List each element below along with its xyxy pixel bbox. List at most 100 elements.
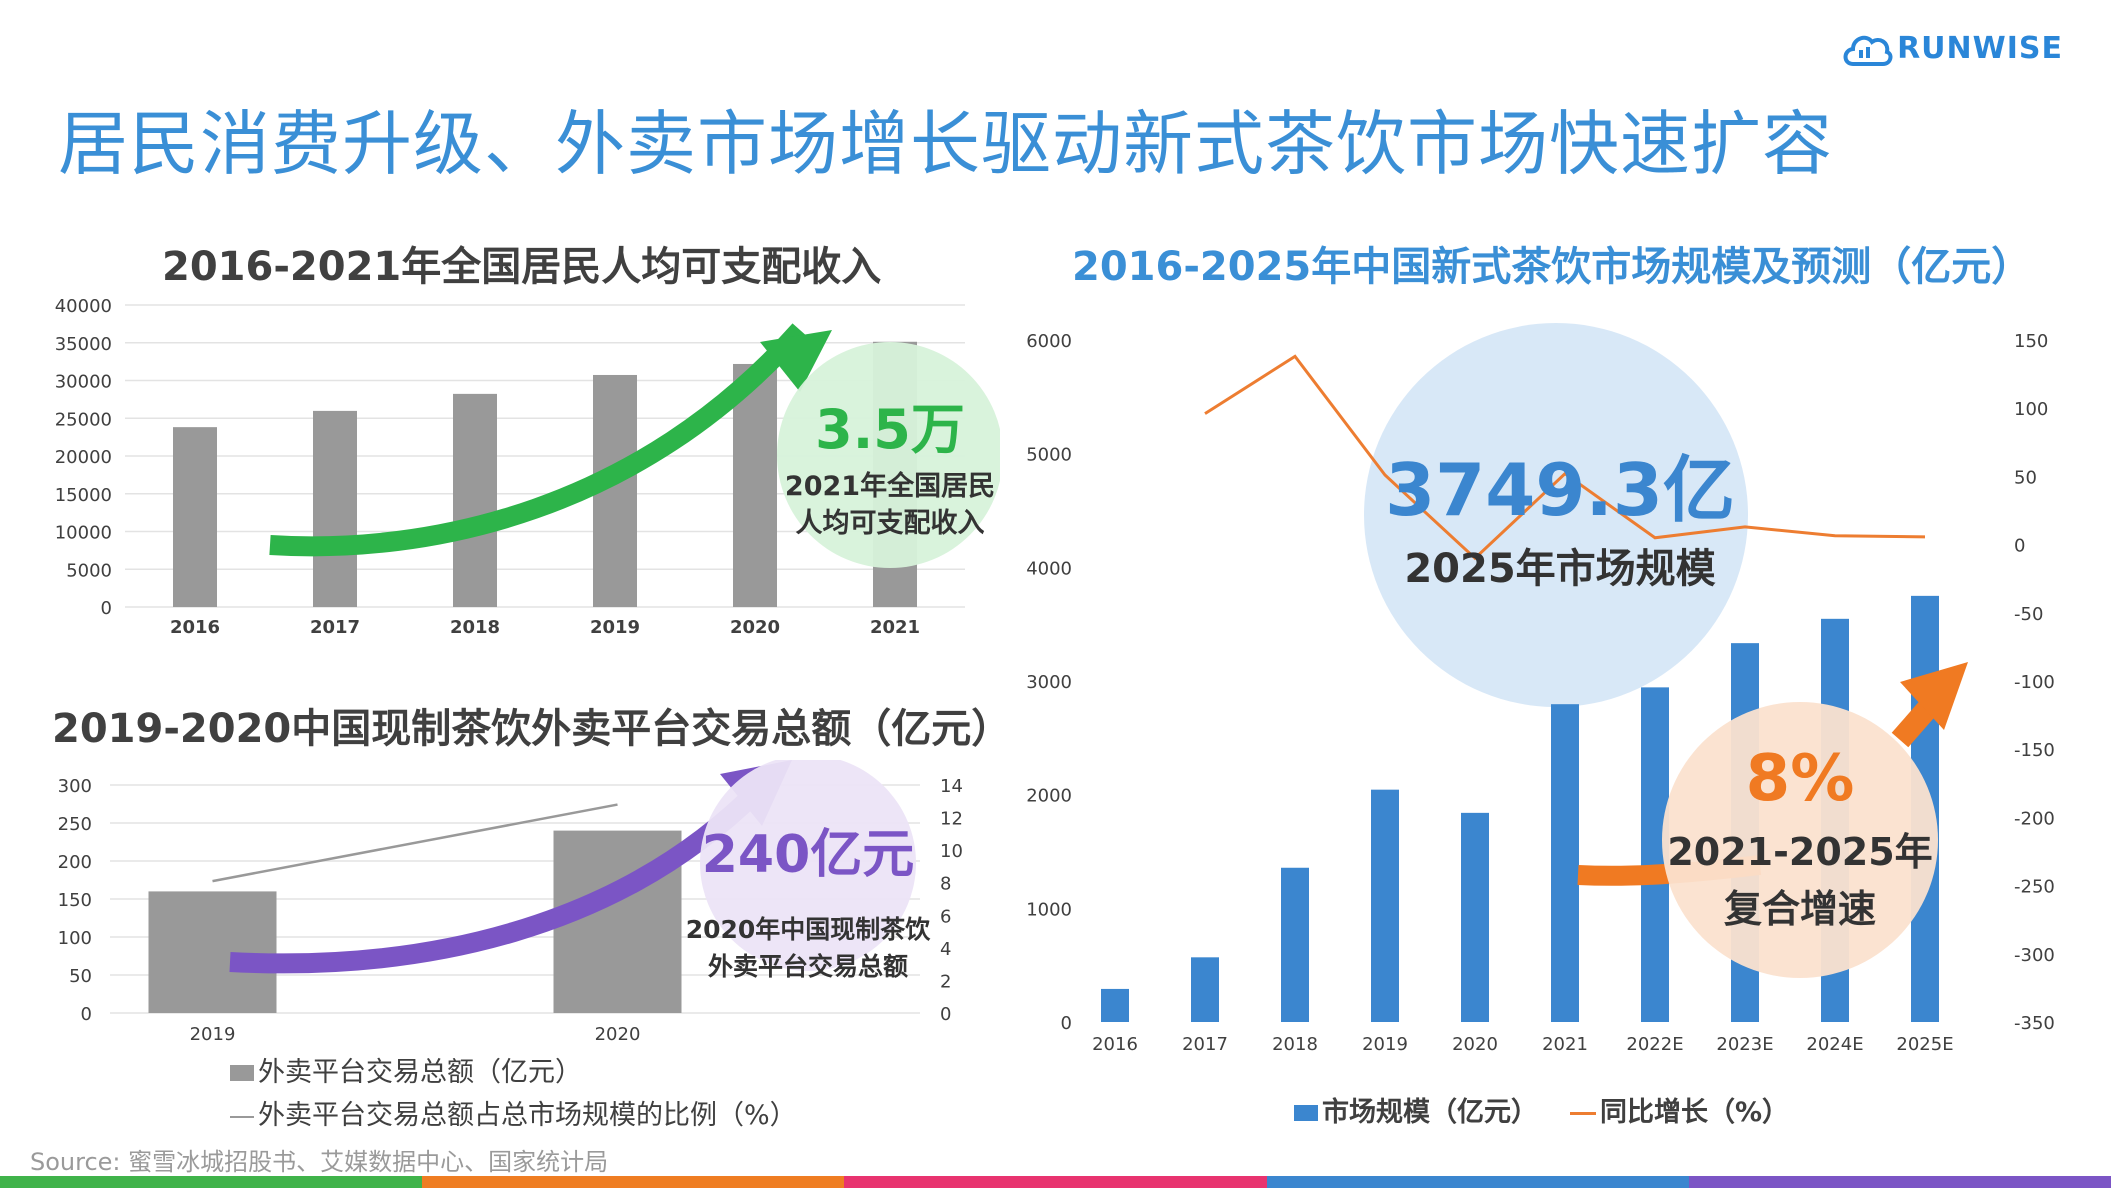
color-bar-segment [1266, 1176, 1689, 1188]
income-bar [733, 363, 777, 607]
growth-rate-line [1204, 354, 1926, 561]
delivery-callout-line1: 2020年中国现制茶饮 [686, 915, 932, 944]
y-tick-label: 40000 [55, 296, 112, 317]
y-tick-label: 4000 [1026, 558, 1072, 579]
y-tick-label: 5000 [1026, 445, 1072, 466]
y-tick-label: 1000 [1026, 899, 1072, 920]
income-bar [453, 393, 497, 607]
legend-market-bar-label: 市场规模（亿元） [1322, 1097, 1538, 1128]
market-callout-value: 3749.3亿 [1385, 448, 1735, 532]
bottom-color-bar [0, 1176, 2111, 1188]
x-tick-label: 2024E [1806, 1034, 1863, 1055]
x-tick-label: 2021 [870, 617, 920, 638]
y-tick-label: 100 [58, 928, 92, 949]
y2-tick-label: 14 [940, 776, 963, 797]
color-bar-segment [422, 1176, 845, 1188]
y-tick-label: 50 [69, 966, 92, 987]
cagr-callout-line1: 2021-2025年 [1667, 830, 1932, 874]
legend-swatch-line [230, 1115, 254, 1118]
income-arrow-head [760, 330, 832, 392]
x-tick-label: 2023E [1716, 1034, 1773, 1055]
income-callout-line2: 人均可支配收入 [796, 508, 985, 539]
page-title: 居民消费升级、外卖市场增长驱动新式茶饮市场快速扩容 [58, 103, 1833, 185]
delivery-legend-line: 外卖平台交易总额占总市场规模的比例（%） [230, 1093, 797, 1132]
x-tick-label: 2022E [1626, 1034, 1683, 1055]
color-bar-segment [844, 1176, 1267, 1188]
income-callout-value: 3.5万 [815, 398, 965, 461]
cagr-callout-value: 8% [1746, 742, 1855, 816]
y-tick-label: 30000 [55, 372, 112, 393]
x-tick-label: 2019 [590, 617, 640, 638]
x-tick-label: 2019 [190, 1024, 236, 1045]
y-tick-label: 150 [58, 890, 92, 911]
y2-tick-label: -350 [2014, 1013, 2055, 1034]
y2-tick-label: -200 [2014, 808, 2055, 829]
market-bar [1371, 789, 1399, 1022]
y-tick-label: 6000 [1026, 331, 1072, 352]
market-bar [1281, 867, 1309, 1022]
income-bar [313, 410, 357, 607]
y-tick-label: 300 [58, 776, 92, 797]
y2-tick-label: 100 [2014, 399, 2048, 420]
y2-tick-label: 12 [940, 809, 963, 830]
legend-swatch-gray [230, 1065, 254, 1081]
delivery-growth-arrow [229, 780, 768, 974]
legend-line-label: 外卖平台交易总额占总市场规模的比例（%） [258, 1100, 797, 1131]
y-tick-label: 0 [101, 598, 112, 619]
color-bar-segment [1688, 1176, 2111, 1188]
chart-title-market: 2016-2025年中国新式茶饮市场规模及预测（亿元） [1072, 244, 2032, 290]
y-tick-label: 200 [58, 852, 92, 873]
cagr-callout-bubble [1662, 702, 1938, 978]
x-tick-label: 2017 [310, 617, 360, 638]
market-bar [1191, 957, 1219, 1022]
market-legend-bar: 市场规模（亿元） [1294, 1090, 1538, 1129]
color-bar-segment [0, 1176, 423, 1188]
legend-market-line-label: 同比增长（%） [1600, 1097, 1790, 1128]
chart-title-delivery: 2019-2020中国现制茶饮外卖平台交易总额（亿元） [52, 706, 1012, 752]
y-tick-label: 0 [81, 1004, 92, 1025]
delivery-callout-value: 240亿元 [702, 825, 915, 885]
delivery-legend-bar: 外卖平台交易总额（亿元） [230, 1050, 582, 1089]
market-bar [1551, 704, 1579, 1022]
income-callout-bubble [777, 342, 1000, 568]
income-growth-arrow [269, 323, 808, 557]
market-bar [1101, 988, 1129, 1022]
y2-tick-label: 50 [2014, 467, 2037, 488]
runwise-logo: RUNWISE [1841, 26, 2063, 70]
y-tick-label: 15000 [55, 485, 112, 506]
y2-tick-label: -100 [2014, 672, 2055, 693]
y2-tick-label: 4 [940, 939, 951, 960]
logo-text: RUNWISE [1897, 30, 2063, 66]
y-tick-label: 0 [1061, 1013, 1072, 1034]
y2-tick-label: 0 [2014, 536, 2025, 557]
chart-title-income: 2016-2021年全国居民人均可支配收入 [162, 244, 882, 290]
x-tick-label: 2017 [1182, 1034, 1228, 1055]
income-callout-line1: 2021年全国居民 [785, 470, 995, 502]
y-tick-label: 35000 [55, 334, 112, 355]
x-tick-label: 2016 [170, 617, 220, 638]
y-tick-label: 10000 [55, 523, 112, 544]
y-tick-label: 3000 [1026, 672, 1072, 693]
x-tick-label: 2018 [450, 617, 500, 638]
cagr-arrow-head [1900, 662, 1968, 730]
x-tick-label: 2016 [1092, 1034, 1138, 1055]
cloud-logo-icon [1843, 35, 1893, 66]
y2-tick-label: 150 [2014, 331, 2048, 352]
x-tick-label: 2018 [1272, 1034, 1318, 1055]
y2-tick-label: -300 [2014, 945, 2055, 966]
x-tick-label: 2020 [730, 617, 780, 638]
market-bar [1461, 812, 1489, 1022]
y2-tick-label: 6 [940, 906, 951, 927]
x-tick-label: 2021 [1542, 1034, 1588, 1055]
delivery-bar [148, 891, 277, 1013]
y2-tick-label: 0 [940, 1004, 951, 1025]
y-tick-label: 25000 [55, 409, 112, 430]
legend-swatch-blue [1294, 1105, 1318, 1121]
x-tick-label: 2025E [1896, 1034, 1953, 1055]
y2-tick-label: 8 [940, 874, 951, 895]
income-chart: 0 5000 10000 15000 20000 25000 30000 35000 40000… [55, 296, 1000, 638]
y-tick-label: 2000 [1026, 786, 1072, 807]
market-legend-line: 同比增长（%） [1570, 1090, 1789, 1129]
